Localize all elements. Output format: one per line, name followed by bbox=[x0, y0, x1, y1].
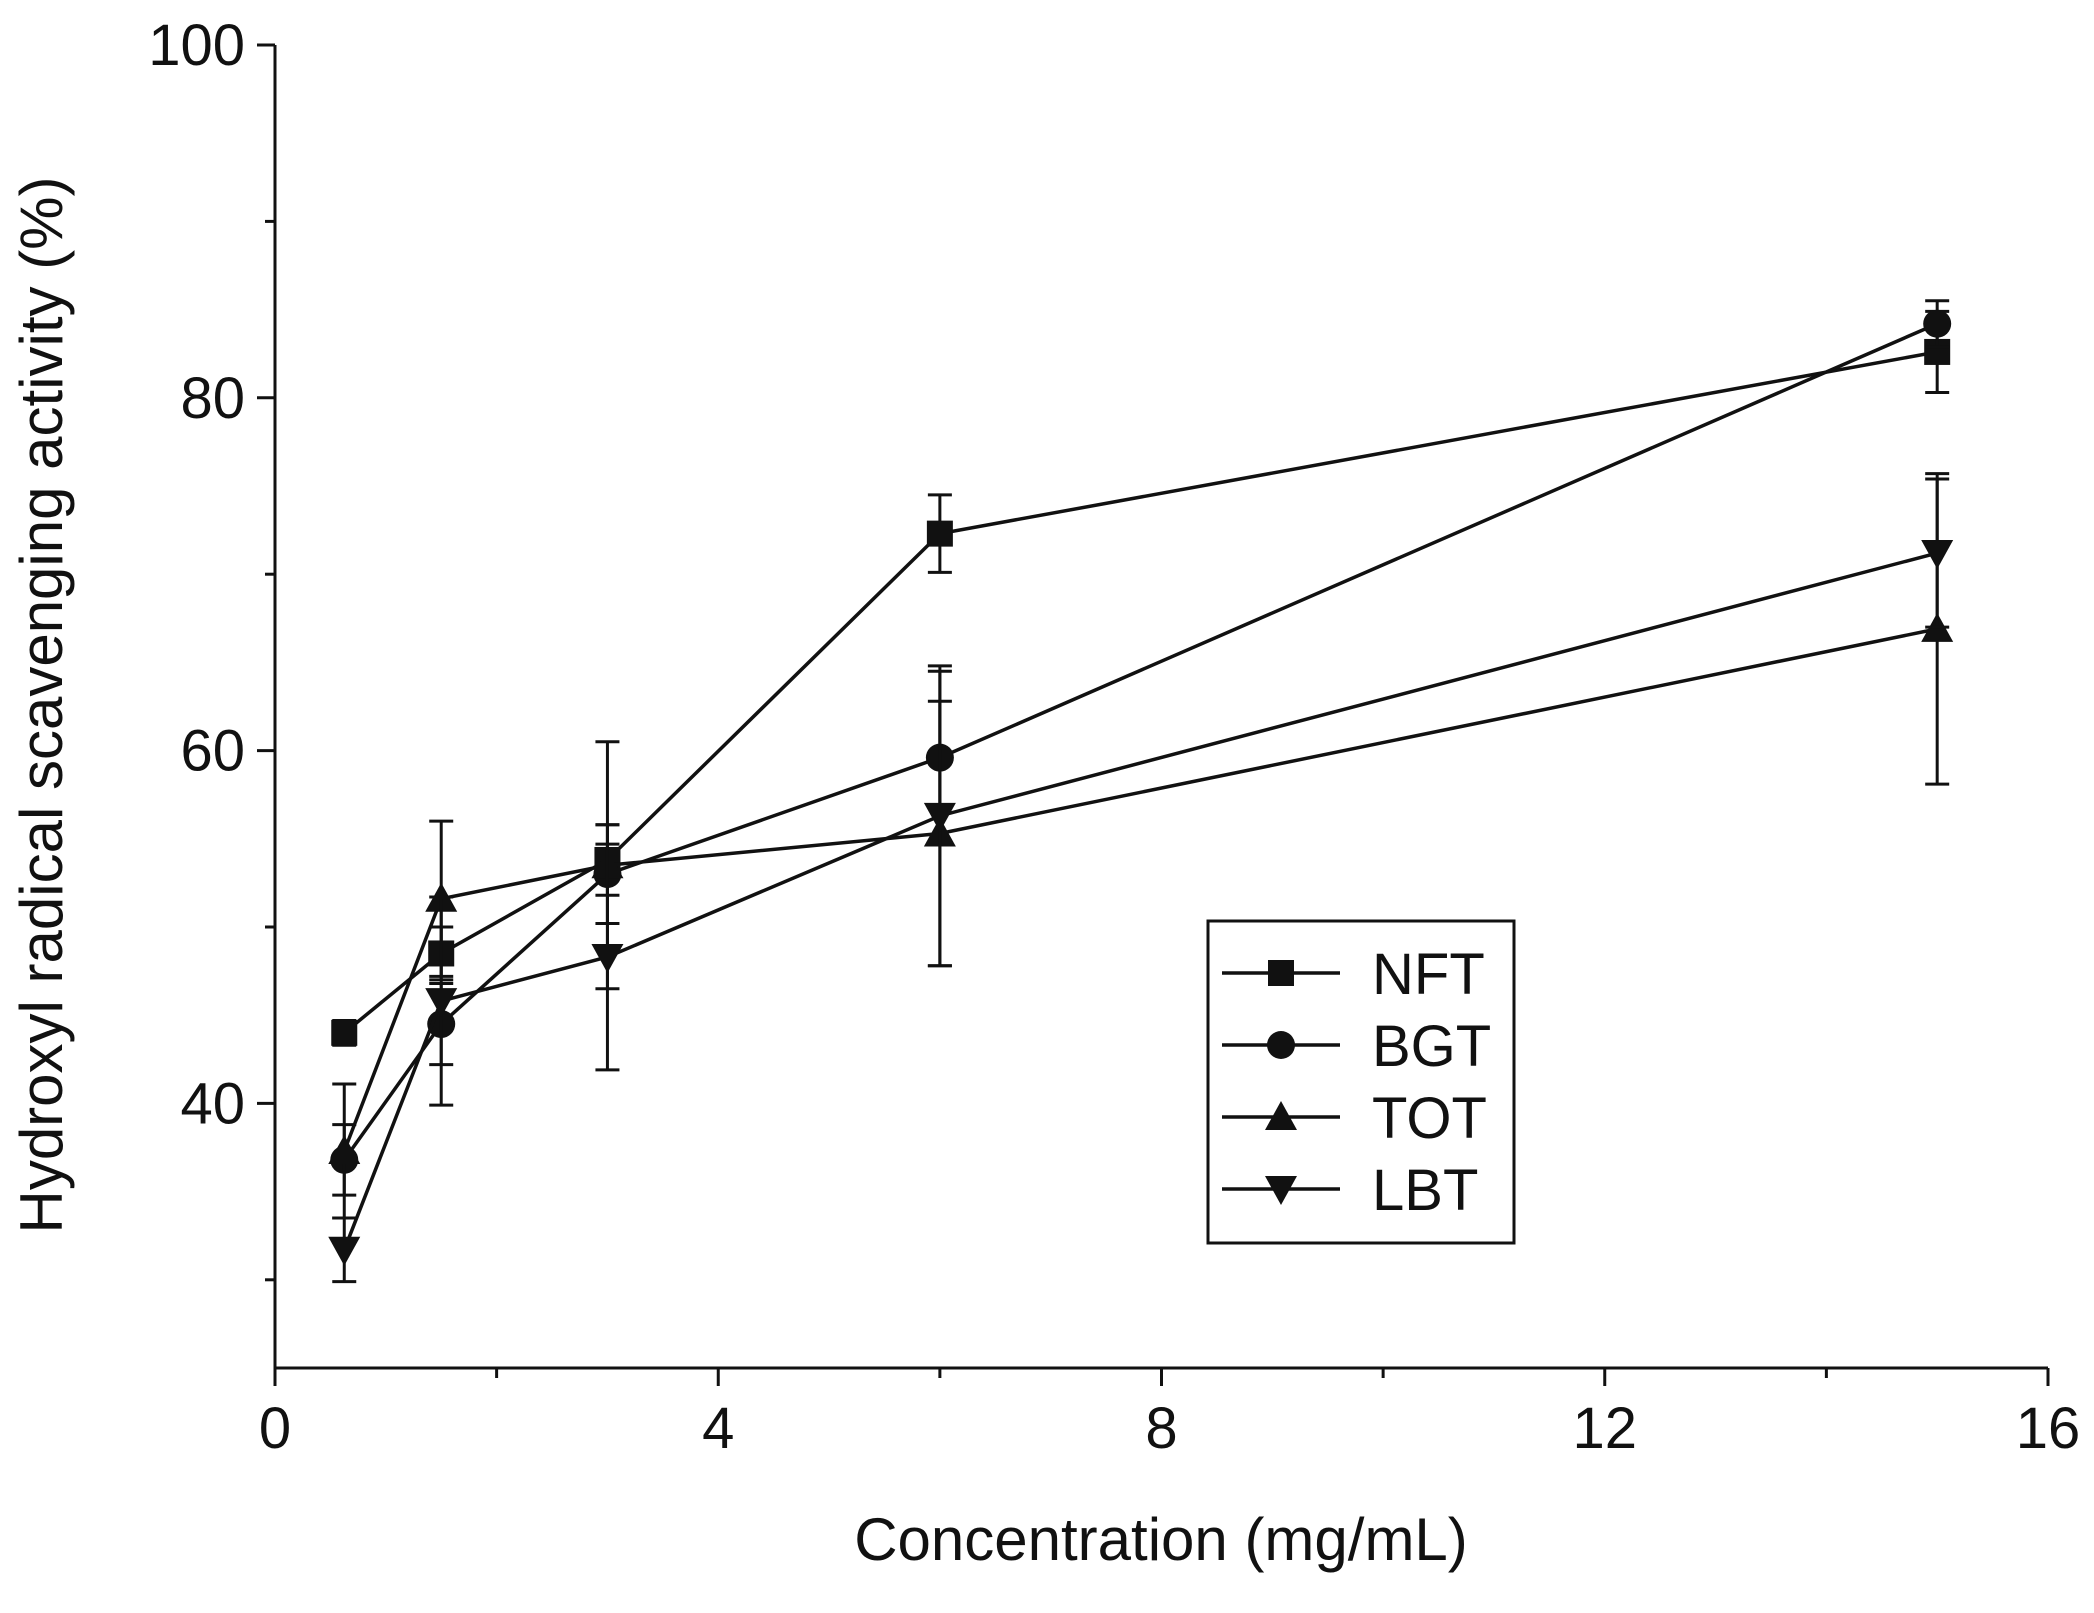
series-bgt bbox=[330, 299, 1952, 1197]
series-line bbox=[343, 350, 1938, 1035]
data-point bbox=[328, 1236, 361, 1266]
data-point bbox=[1923, 309, 1952, 338]
data-point bbox=[328, 1135, 361, 1165]
series-layer bbox=[328, 299, 1954, 1284]
data-point bbox=[1921, 540, 1954, 570]
data-point bbox=[331, 1019, 358, 1046]
legend: NFT BGT TOT LBT bbox=[1206, 919, 1516, 1245]
legend-item-nft: NFT bbox=[1222, 942, 1485, 1007]
x-tick-label: 16 bbox=[2016, 1396, 2081, 1461]
legend-marker bbox=[1267, 1031, 1295, 1059]
series-nft bbox=[331, 309, 1951, 1047]
legend-marker bbox=[1265, 1176, 1297, 1205]
series-tot bbox=[328, 472, 1954, 1220]
legend-item-lbt: LBT bbox=[1222, 1158, 1478, 1223]
y-axis-title: Hydroxyl radical scavenging activity (%) bbox=[8, 176, 75, 1233]
data-point bbox=[923, 802, 956, 832]
x-tick-label: 0 bbox=[259, 1396, 291, 1461]
y-tick-label: 60 bbox=[180, 719, 245, 784]
y-tick-label: 100 bbox=[148, 13, 245, 78]
legend-marker bbox=[1268, 960, 1294, 986]
legend-label: BGT bbox=[1372, 1014, 1491, 1079]
x-tick-label: 4 bbox=[702, 1396, 734, 1461]
series-line bbox=[342, 551, 1938, 1251]
legend-item-bgt: BGT bbox=[1222, 1014, 1491, 1079]
legend-label: NFT bbox=[1372, 942, 1485, 1007]
series-line bbox=[342, 627, 1938, 1152]
y-tick-label: 40 bbox=[180, 1071, 245, 1136]
data-point bbox=[926, 520, 953, 547]
data-point bbox=[591, 943, 624, 973]
axes: 0 4 8 12 16 40 60 80 100 bbox=[148, 13, 2080, 1461]
x-axis-title: Concentration (mg/mL) bbox=[854, 1506, 1468, 1573]
series-lbt bbox=[328, 477, 1954, 1284]
legend-label: LBT bbox=[1372, 1158, 1478, 1223]
legend-item-tot: TOT bbox=[1222, 1086, 1487, 1151]
x-tick-label: 8 bbox=[1145, 1396, 1177, 1461]
x-tick-label: 12 bbox=[1572, 1396, 1637, 1461]
series-line bbox=[342, 322, 1938, 1161]
legend-marker bbox=[1265, 1101, 1297, 1130]
data-point bbox=[425, 988, 458, 1018]
legend-label: TOT bbox=[1372, 1086, 1487, 1151]
y-tick-label: 80 bbox=[180, 366, 245, 431]
